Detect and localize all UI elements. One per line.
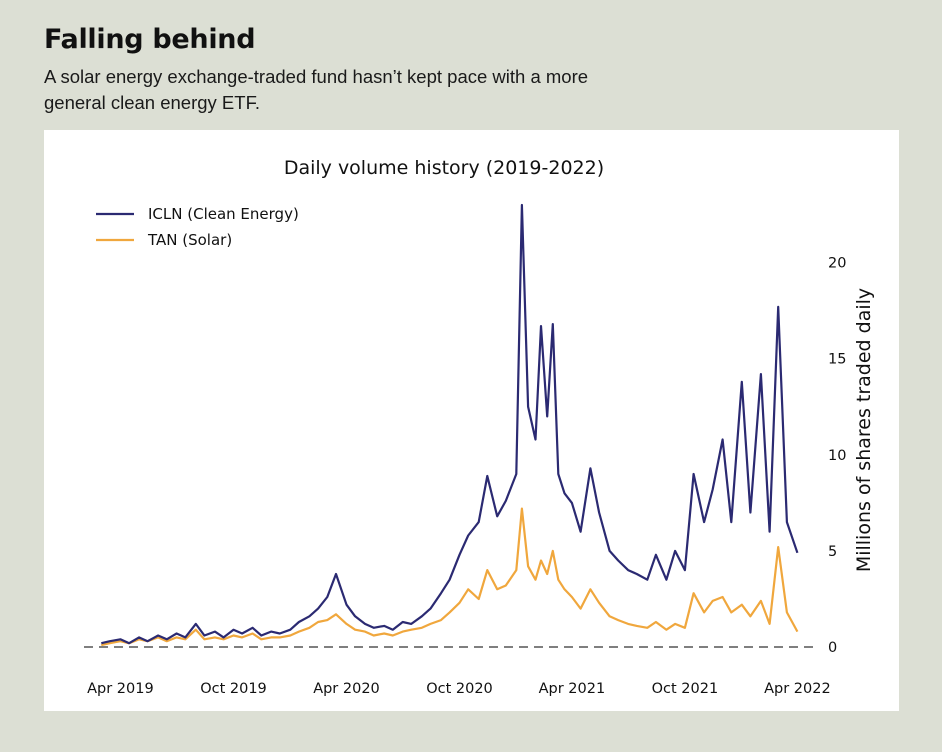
series-line-1: [101, 507, 799, 647]
series-layer: [101, 203, 799, 647]
y-tick-label: 0: [828, 640, 837, 656]
volume-chart: Daily volume history (2019-2022) Apr 201…: [84, 157, 875, 697]
x-tick-label: Apr 2022: [764, 681, 831, 697]
y-tick-label: 15: [828, 352, 846, 368]
y-tick-label: 20: [828, 256, 846, 272]
chart-card: Daily volume history (2019-2022) Apr 201…: [44, 130, 899, 711]
legend-label: TAN (Solar): [147, 231, 232, 249]
y-tick-label: 10: [828, 448, 846, 464]
subhead: A solar energy exchange-traded fund hasn…: [44, 66, 589, 113]
headline: Falling behind: [44, 24, 256, 55]
x-tick-label: Apr 2019: [87, 681, 154, 697]
x-tick-label: Oct 2019: [200, 681, 267, 697]
x-tick-label: Oct 2021: [652, 681, 719, 697]
y-tick-labels: 0 5 10 15 20: [828, 256, 846, 656]
x-tick-label: Apr 2021: [539, 681, 606, 697]
series-line-0: [101, 203, 799, 645]
x-tick-labels: Apr 2019 Oct 2019 Apr 2020 Oct 2020 Apr 2021…: [87, 681, 831, 697]
x-tick-label: Oct 2020: [426, 681, 493, 697]
legend: ICLN (Clean Energy) TAN (Solar): [96, 205, 299, 249]
x-tick-label: Apr 2020: [313, 681, 380, 697]
y-tick-label: 5: [828, 544, 837, 560]
legend-label: ICLN (Clean Energy): [148, 205, 299, 223]
y-axis-label: Millions of shares traded daily: [853, 288, 875, 572]
chart-title: Daily volume history (2019-2022): [284, 157, 604, 179]
